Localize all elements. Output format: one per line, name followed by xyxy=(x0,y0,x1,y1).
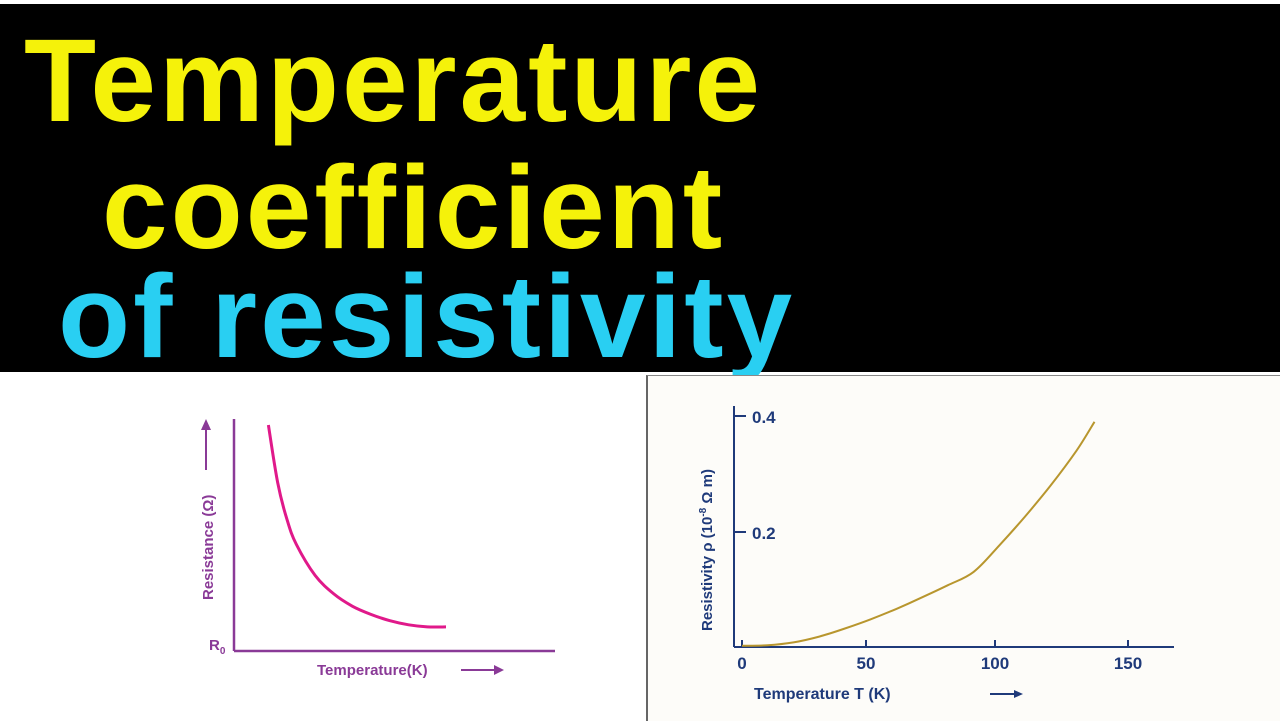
x-tick-label-50: 50 xyxy=(857,654,876,673)
resistance-chart: Resistance (Ω) R0 Temperature(K) xyxy=(200,419,555,679)
title-line-3: of resistivity xyxy=(58,251,796,383)
title-line-2: coefficient xyxy=(102,142,726,274)
x-tick-label-0: 0 xyxy=(737,654,746,673)
resistance-chart-panel: Resistance (Ω) R0 Temperature(K) xyxy=(6,375,642,720)
y-axis-arrow-head xyxy=(201,419,211,430)
x-tick-label-150: 150 xyxy=(1114,654,1142,673)
y-axis-label: Resistance (Ω) xyxy=(200,495,217,600)
y-axis-label-exponent: -8 xyxy=(698,507,709,516)
resistivity-chart-panel: 0.4 0.2 0 50 100 150 Resistivity ρ (10-8… xyxy=(646,375,1280,721)
y-axis-label: Resistivity ρ (10-8 Ω m) xyxy=(698,469,716,631)
resistivity-chart: 0.4 0.2 0 50 100 150 Resistivity ρ (10-8… xyxy=(698,406,1174,703)
y-axis-label-main: Resistivity ρ (10 xyxy=(699,517,716,631)
y-axis-label-end: Ω m) xyxy=(699,469,716,508)
r0-label-sub: 0 xyxy=(220,646,226,657)
title-banner: Temperature coefficient of resistivity xyxy=(0,4,1280,376)
resistivity-curve xyxy=(741,421,1096,647)
x-axis-label: Temperature(K) xyxy=(317,662,428,679)
y-tick-label-0.4: 0.4 xyxy=(752,408,776,427)
resistance-curve xyxy=(266,424,447,629)
x-axis-label: Temperature T (K) xyxy=(754,686,891,703)
title-line-1: Temperature xyxy=(24,15,764,147)
r0-label-main: R xyxy=(209,637,220,654)
x-axis-arrow-head xyxy=(494,665,504,675)
x-tick-label-100: 100 xyxy=(981,654,1009,673)
x-axis-arrow-head xyxy=(1014,690,1023,698)
r0-label: R0 xyxy=(209,637,226,657)
y-tick-label-0.2: 0.2 xyxy=(752,524,776,543)
